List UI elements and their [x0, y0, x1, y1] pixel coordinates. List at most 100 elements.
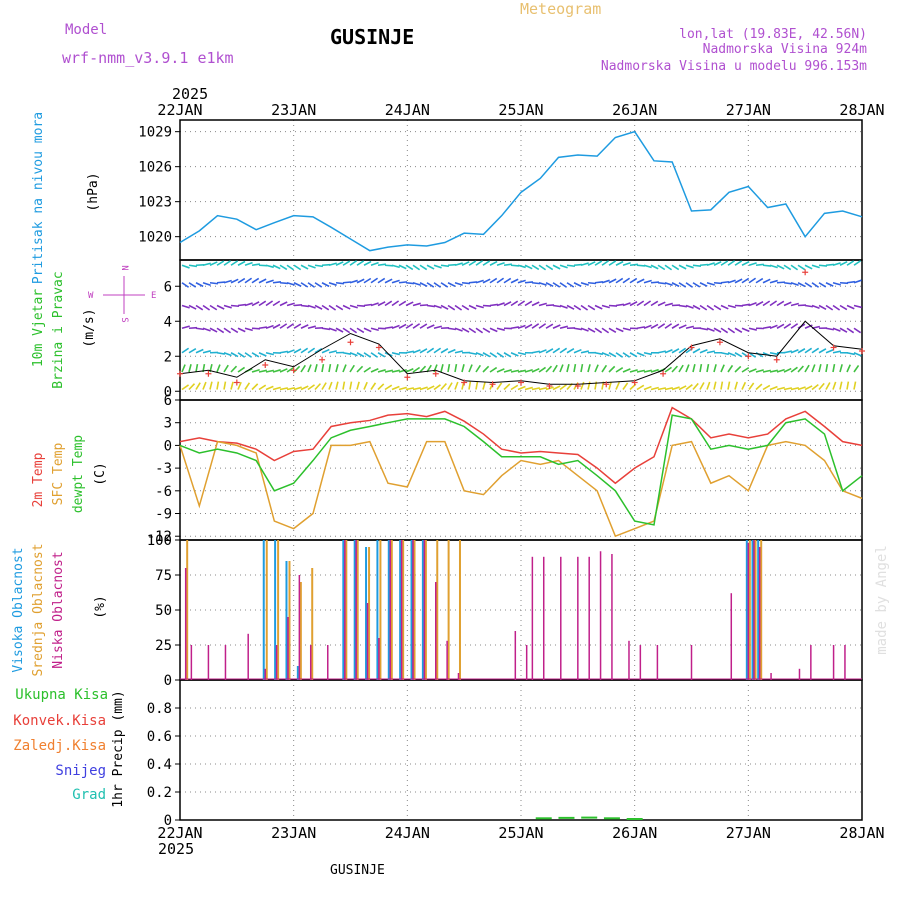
- wind-arrow: [195, 282, 204, 288]
- wind-arrow: [398, 386, 407, 391]
- wind-arrow: [671, 386, 680, 391]
- wind-arrow: [839, 381, 843, 390]
- wind-arrow: [573, 263, 583, 267]
- wind-arrow: [664, 264, 673, 271]
- cloud-unit: (%): [93, 595, 108, 618]
- wind-arrow: [566, 282, 575, 288]
- wind-arrow: [608, 381, 612, 390]
- wind-arrow: [258, 278, 267, 284]
- wind-arrow: [475, 352, 484, 357]
- wind-arrow: [258, 300, 267, 307]
- wind-arrow: [412, 349, 421, 354]
- wind-arrow: [216, 327, 225, 334]
- wind-arrow: [692, 264, 702, 267]
- ytick-label: 50: [155, 603, 172, 619]
- wind-arrow: [342, 381, 346, 390]
- wind-arrow: [825, 382, 831, 390]
- wind-arrow: [258, 352, 267, 357]
- wind-arrow: [797, 264, 806, 271]
- wind-arrow: [825, 363, 829, 373]
- wind-arrow: [251, 383, 259, 391]
- wind-arrow: [272, 264, 281, 270]
- wind-arrow: [503, 263, 513, 267]
- wind-arrow: [314, 364, 318, 373]
- wind-arrow: [419, 282, 428, 288]
- wind-arrow: [657, 350, 666, 354]
- wind-arrow: [755, 301, 764, 307]
- wind-arrow: [762, 369, 771, 373]
- temp-2m-label: 2m Temp: [31, 452, 46, 507]
- wind-arrow: [664, 281, 673, 286]
- wind-arrow: [475, 279, 484, 284]
- wind-arrow: [489, 277, 498, 284]
- precip-ylabel: 1hr Precip (mm): [111, 690, 126, 807]
- wind-arrow: [356, 278, 365, 284]
- wind-arrow: [797, 365, 804, 373]
- wind-arrow: [181, 325, 190, 330]
- compass-n: N: [119, 265, 129, 270]
- wind-arrow: [209, 327, 218, 333]
- wind-arrow: [335, 281, 345, 285]
- wind-arrow: [580, 262, 589, 267]
- wind-arrow: [377, 301, 386, 307]
- wind-arrow: [783, 301, 792, 307]
- wind-arrow: [587, 364, 591, 373]
- wind-arrow: [545, 323, 554, 329]
- wind-arrow: [832, 304, 841, 311]
- wind-arrow: [454, 281, 463, 286]
- wind-arrow: [580, 350, 589, 354]
- cloud-low-label: Niska Oblacnost: [51, 551, 66, 668]
- wind-arrow: [762, 300, 771, 307]
- precip-frz-label: Zaledj.Kisa: [13, 738, 106, 754]
- wind-arrow: [391, 324, 400, 330]
- wind-arrow: [846, 351, 855, 356]
- wind-arrow: [769, 369, 778, 373]
- bottom-time-ticks: 22JAN 23JAN 24JAN 25JAN 26JAN 27JAN 28JAN: [157, 824, 884, 842]
- wind-arrow: [419, 365, 427, 373]
- compass-s: S: [119, 317, 129, 322]
- wind-arrow: [734, 365, 742, 373]
- wind-arrow: [811, 282, 820, 288]
- wind-arrow: [664, 366, 672, 373]
- wind-arrow: [531, 264, 540, 271]
- wind-arrow: [587, 381, 591, 390]
- wind-arrow: [482, 304, 492, 307]
- wind-arrow: [629, 369, 638, 373]
- wind-arrow: [517, 369, 526, 373]
- wind-arrow: [230, 365, 238, 373]
- wind-arrow: [790, 366, 798, 373]
- wind-arrow: [307, 325, 316, 330]
- wind-arrow: [734, 327, 743, 333]
- wind-arrow: [230, 260, 239, 266]
- wind-arrow: [433, 282, 442, 288]
- wind-arrow: [734, 352, 743, 358]
- wind-arrow: [216, 281, 226, 284]
- wind-arrow: [783, 350, 792, 354]
- wind-arrow: [615, 366, 624, 373]
- wind-arrow: [818, 348, 827, 354]
- wind-arrow: [230, 352, 239, 358]
- wind-arrow: [594, 260, 603, 266]
- precip-bar: [626, 818, 643, 820]
- wind-arrow: [832, 350, 842, 354]
- temp-unit: (C): [93, 462, 108, 485]
- wind-arrow: [349, 279, 358, 284]
- ytick-label: 6: [164, 279, 172, 295]
- cloud-bars: [180, 540, 862, 680]
- wind-arrow: [377, 369, 386, 373]
- wind-arrow: [748, 368, 757, 373]
- wind-arrow: [447, 348, 456, 354]
- wind-arrow: [307, 384, 315, 391]
- wind-arrow: [804, 385, 813, 391]
- wind-arrow: [272, 300, 281, 307]
- ytick-label: 0: [164, 813, 172, 829]
- wind-arrow: [566, 348, 575, 354]
- wind-arrow: [587, 304, 596, 311]
- wind-arrow: [314, 264, 324, 268]
- bottom-tick-label: 22JAN: [157, 824, 202, 842]
- wind-arrow: [517, 300, 526, 307]
- wind-arrow: [566, 364, 570, 373]
- wind-arrow: [440, 304, 449, 310]
- wind-arrow: [328, 327, 337, 332]
- wind-arrow: [853, 304, 862, 309]
